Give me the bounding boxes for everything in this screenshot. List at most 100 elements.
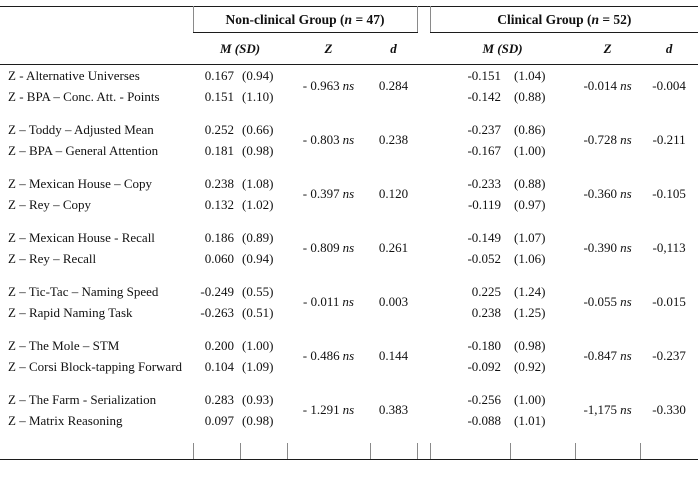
nonclinical-d-cell: 0.003 [378, 294, 409, 309]
bottom-rule-row [0, 443, 698, 460]
measure-label: Z – Toddy – Adjusted Mean [8, 122, 154, 137]
z-value: - 0.803 [302, 132, 340, 147]
nonclinical-sd-cell: (1.08) [242, 175, 274, 191]
clinical-z-cell: -1,175 ns [575, 389, 640, 431]
clinical-z-cell: -0.360 ns [575, 173, 640, 215]
measure-pair-row-line1: Z – Mexican House - Recall 0.186 (0.89) … [0, 227, 698, 256]
nonclinical-sd-cell: (0.89) [242, 229, 274, 245]
z-value: - 0.397 [302, 186, 340, 201]
z-value: -0.390 [583, 240, 618, 255]
measure-pair-row-line1: Z – Toddy – Adjusted Mean 0.252 (0.66) -… [0, 119, 698, 148]
nonclinical-d-cell: 0.238 [378, 132, 409, 147]
nonclinical-mean-cell: 0.238 [204, 175, 234, 191]
measure-pair-row-line1: Z - Alternative Universes 0.167 (0.94) -… [0, 65, 698, 94]
footer-cell [574, 443, 641, 460]
clinical-sd-cell: (0.88) [514, 175, 546, 191]
measure-label: Z - Alternative Universes [8, 68, 140, 83]
clinical-d-cell: -0.330 [652, 402, 686, 417]
nonclinical-mean-cell: 0.181 [204, 142, 234, 158]
header-spacer-cell [0, 32, 193, 65]
ns-marker: ns [620, 240, 632, 255]
clinical-mean-cell: -0.119 [467, 196, 502, 212]
footer-cell [509, 443, 576, 460]
nonclinical-d-cell: 0.383 [378, 402, 409, 417]
nonclinical-sd-cell: (1.00) [242, 337, 274, 353]
z-value: -0.014 [583, 78, 618, 93]
row-group-spacer [0, 431, 698, 443]
clinical-d-cell: -0.237 [652, 348, 686, 363]
nonclinical-z-cell: - 0.803 ns [287, 119, 370, 161]
clinical-mean-cell: -0.142 [467, 88, 502, 104]
z-value: -0.055 [583, 294, 618, 309]
clinical-sd-cell: (1.00) [514, 391, 546, 407]
table-footer [0, 443, 698, 460]
measure-label: Z – Matrix Reasoning [8, 413, 123, 428]
clinical-d-cell: -0.015 [652, 294, 686, 309]
z-value: -0.847 [583, 348, 618, 363]
msd-column-header: M (SD) [430, 32, 576, 65]
clinical-mean-cell: -0.180 [467, 337, 502, 353]
measure-pair-row-line1: Z – Mexican House – Copy 0.238 (1.08) - … [0, 173, 698, 202]
clinical-mean-cell: -0.088 [467, 412, 502, 428]
nonclinical-sd-cell: (1.09) [242, 358, 274, 374]
clinical-sd-cell: (0.98) [514, 337, 546, 353]
clinical-sd-cell: (1.01) [514, 412, 546, 428]
nonclinical-sd-cell: (0.94) [242, 250, 274, 266]
group-gap-cell [417, 119, 430, 161]
nonclinical-z-cell: - 0.963 ns [287, 65, 370, 108]
nonclinical-mean-cell: 0.060 [204, 250, 234, 266]
clinical-sd-cell: (1.24) [514, 283, 546, 299]
ns-marker: ns [620, 78, 632, 93]
nonclinical-sd-cell: (0.66) [242, 121, 274, 137]
footer-cell [429, 443, 511, 460]
measure-label: Z – Mexican House – Copy [8, 176, 153, 191]
clinical-mean-cell: -0.151 [467, 67, 502, 83]
nonclinical-mean-cell: -0.249 [200, 283, 234, 299]
clinical-group-label: Clinical Group ( [497, 11, 592, 27]
nonclinical-z-cell: - 0.011 ns [287, 281, 370, 323]
clinical-mean-cell: -0.052 [467, 250, 502, 266]
z-value: - 0.809 [302, 240, 340, 255]
clinical-z-cell: -0.728 ns [575, 119, 640, 161]
clinical-z-cell: -0.014 ns [575, 65, 640, 108]
clinical-mean-cell: -0.167 [467, 142, 502, 158]
clinical-z-cell: -0.847 ns [575, 335, 640, 377]
measure-label: Z – Rey – Recall [8, 251, 97, 266]
measure-label: Z – The Farm - Serialization [8, 392, 157, 407]
msd-column-header: M (SD) [193, 32, 287, 65]
clinical-z-cell: -0.390 ns [575, 227, 640, 269]
footer-cell [0, 443, 193, 460]
measure-pair-row-line2: Z – Rey – Copy 0.132 (1.02) -0.119 (0.97… [0, 194, 698, 215]
nonclinical-mean-cell: 0.104 [204, 358, 234, 374]
footer-cell [416, 443, 431, 460]
clinical-mean-cell: 0.238 [471, 304, 502, 320]
clinical-mean-cell: -0.256 [467, 391, 502, 407]
nonclinical-sd-cell: (0.98) [242, 412, 274, 428]
measure-label: Z – BPA – General Attention [8, 143, 159, 158]
row-group-spacer [0, 107, 698, 119]
z-value: - 0.963 [302, 78, 340, 93]
group-comparison-table: Non-clinical Group (n = 47) Clinical Gro… [0, 6, 698, 460]
footer-cell [192, 443, 240, 460]
nonclinical-mean-cell: -0.263 [200, 304, 234, 320]
measure-pair-row-line1: Z – The Farm - Serialization 0.283 (0.93… [0, 389, 698, 418]
z-value: - 1.291 [302, 402, 340, 417]
nonclinical-sd-cell: (0.51) [242, 304, 274, 320]
ns-marker: ns [620, 402, 632, 417]
clinical-mean-cell: -0.149 [467, 229, 502, 245]
nonclinical-mean-cell: 0.151 [204, 88, 234, 104]
clinical-sd-cell: (0.86) [514, 121, 546, 137]
footer-cell [286, 443, 370, 460]
ns-marker: ns [342, 186, 355, 201]
row-group-spacer [0, 323, 698, 335]
ns-marker: ns [342, 78, 355, 93]
measure-label: Z – Rapid Naming Task [8, 305, 133, 320]
row-group-spacer [0, 269, 698, 281]
measure-pair-row-line2: Z – Matrix Reasoning 0.097 (0.98) -0.088… [0, 410, 698, 431]
n-symbol: n [591, 11, 599, 27]
footer-cell [369, 443, 418, 460]
nonclinical-z-cell: - 1.291 ns [287, 389, 370, 431]
measure-pair-row-line2: Z – Corsi Block-tapping Forward 0.104 (1… [0, 356, 698, 377]
z-value: -0.360 [583, 186, 618, 201]
